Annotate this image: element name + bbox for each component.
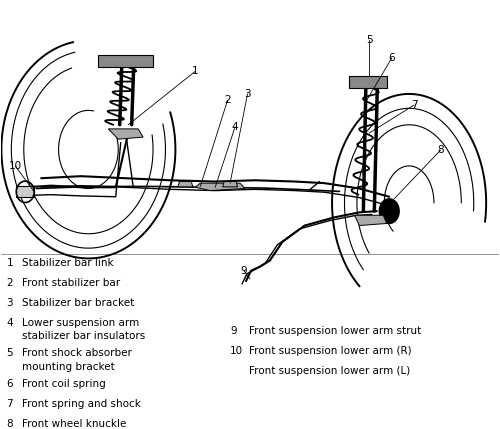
Text: 5: 5 xyxy=(366,36,372,45)
Text: 6: 6 xyxy=(388,53,395,63)
Text: 9: 9 xyxy=(240,266,248,276)
Polygon shape xyxy=(196,183,245,190)
Text: 6: 6 xyxy=(6,379,13,390)
Text: 8: 8 xyxy=(437,145,444,155)
Ellipse shape xyxy=(380,199,399,224)
Polygon shape xyxy=(354,215,386,226)
Text: 9: 9 xyxy=(230,326,236,336)
Text: Front coil spring: Front coil spring xyxy=(22,379,106,390)
Polygon shape xyxy=(98,55,153,67)
Text: Front shock absorber: Front shock absorber xyxy=(22,348,132,359)
Text: Front suspension lower arm strut: Front suspension lower arm strut xyxy=(249,326,422,336)
Polygon shape xyxy=(222,181,238,187)
Text: 1: 1 xyxy=(192,66,198,76)
Text: Front suspension lower arm (L): Front suspension lower arm (L) xyxy=(249,366,410,376)
Text: 3: 3 xyxy=(244,89,251,99)
Text: 1: 1 xyxy=(6,258,13,269)
Text: 7: 7 xyxy=(411,100,418,110)
Text: 8: 8 xyxy=(6,419,13,429)
Text: 7: 7 xyxy=(6,399,13,409)
Text: 2: 2 xyxy=(224,95,231,105)
Text: 3: 3 xyxy=(6,298,13,308)
Text: 10: 10 xyxy=(230,346,243,356)
Polygon shape xyxy=(350,76,387,88)
Text: Front suspension lower arm (R): Front suspension lower arm (R) xyxy=(249,346,412,356)
Text: mounting bracket: mounting bracket xyxy=(22,362,115,372)
Text: 2: 2 xyxy=(6,278,13,288)
Polygon shape xyxy=(178,181,193,187)
Text: Stabilizer bar link: Stabilizer bar link xyxy=(22,258,114,269)
Text: 4: 4 xyxy=(232,122,238,132)
Text: Front stabilizer bar: Front stabilizer bar xyxy=(22,278,120,288)
Text: Lower suspension arm: Lower suspension arm xyxy=(22,317,140,328)
Text: Front spring and shock: Front spring and shock xyxy=(22,399,141,409)
Text: 10: 10 xyxy=(8,161,22,171)
Text: Front wheel knuckle: Front wheel knuckle xyxy=(22,419,127,429)
Text: Stabilizer bar bracket: Stabilizer bar bracket xyxy=(22,298,134,308)
Text: 4: 4 xyxy=(6,317,13,328)
Polygon shape xyxy=(108,129,143,139)
Text: 5: 5 xyxy=(6,348,13,359)
Text: stabilizer bar insulators: stabilizer bar insulators xyxy=(22,331,146,341)
Polygon shape xyxy=(16,187,34,197)
